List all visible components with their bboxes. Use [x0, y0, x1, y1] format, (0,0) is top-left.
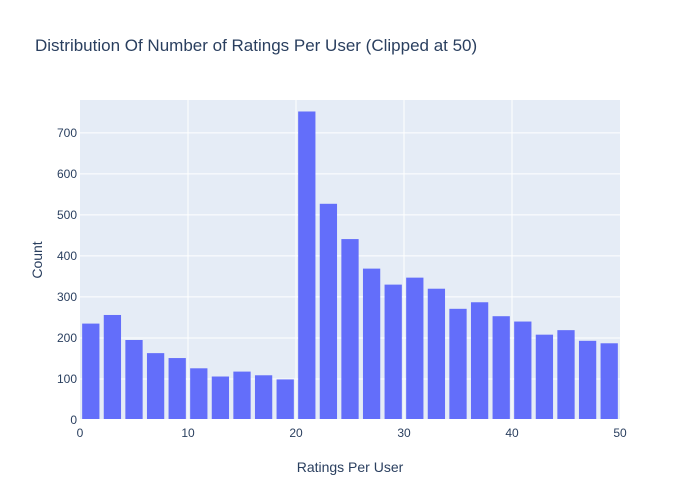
x-tick-label: 10	[181, 426, 195, 440]
x-tick-label: 20	[289, 426, 303, 440]
histogram-bar	[492, 316, 510, 420]
histogram-bar	[168, 358, 186, 420]
histogram-bar	[535, 334, 554, 420]
histogram-bar	[449, 308, 467, 420]
y-tick-label: 400	[57, 249, 77, 263]
x-tick-label: 0	[77, 426, 84, 440]
histogram-bar	[557, 330, 575, 420]
histogram-bar	[341, 239, 359, 420]
y-tick-label: 200	[57, 331, 77, 345]
histogram-bar	[276, 379, 294, 420]
x-tick-label: 40	[505, 426, 519, 440]
histogram-bar	[211, 376, 230, 420]
x-axis-label: Ratings Per User	[297, 459, 404, 475]
y-tick-label: 100	[57, 372, 77, 386]
histogram-bar	[146, 353, 165, 420]
histogram-bar	[384, 284, 402, 420]
histogram-bar	[233, 371, 251, 420]
chart-title: Distribution Of Number of Ratings Per Us…	[35, 36, 477, 55]
x-tick-labels: 0 10 20 30 40 50	[77, 426, 627, 440]
histogram-bar	[470, 302, 489, 420]
histogram-bar	[298, 111, 316, 420]
y-axis-label: Count	[29, 241, 45, 278]
histogram-bar	[319, 203, 338, 420]
histogram-bar	[82, 323, 100, 420]
histogram-bar	[190, 368, 208, 420]
y-tick-label: 0	[70, 413, 77, 427]
histogram-bar	[125, 340, 143, 420]
histogram-bar	[427, 288, 446, 420]
y-tick-label: 500	[57, 208, 77, 222]
histogram-bar	[254, 375, 273, 420]
bars	[82, 111, 618, 420]
histogram-bar	[600, 343, 618, 420]
x-tick-label: 50	[613, 426, 627, 440]
y-tick-labels: 0 100 200 300 400 500 600 700	[57, 126, 77, 427]
histogram-bar	[103, 314, 122, 420]
y-tick-label: 600	[57, 167, 77, 181]
histogram-bar	[514, 321, 532, 420]
x-tick-label: 30	[397, 426, 411, 440]
histogram-bar	[362, 268, 381, 420]
y-tick-label: 300	[57, 290, 77, 304]
histogram-bar	[578, 340, 597, 420]
histogram-bar	[406, 277, 424, 420]
y-tick-label: 700	[57, 126, 77, 140]
